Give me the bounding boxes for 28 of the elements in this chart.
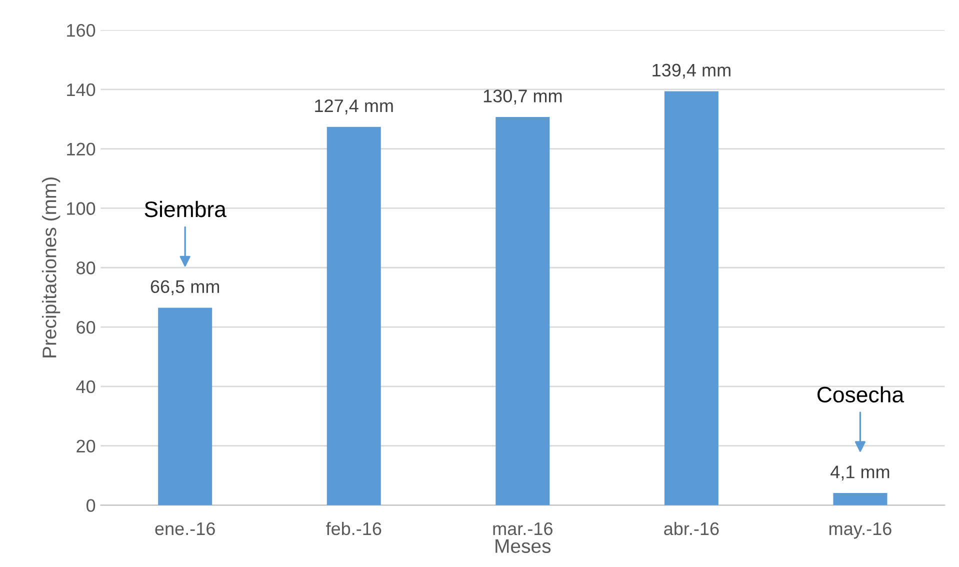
y-tick-label: 60 bbox=[76, 320, 96, 334]
bar bbox=[664, 91, 718, 506]
y-tick-label: 40 bbox=[76, 380, 96, 394]
data-label: 127,4 mm bbox=[315, 99, 393, 114]
x-tick-label: feb.-16 bbox=[326, 522, 382, 536]
annotation: Siembra bbox=[144, 200, 226, 218]
y-tick-label: 0 bbox=[86, 499, 96, 512]
data-label: 130,7 mm bbox=[484, 90, 562, 105]
data-label: 139,4 mm bbox=[652, 64, 730, 79]
bar bbox=[158, 308, 212, 506]
bar bbox=[833, 493, 888, 506]
x-tick-label: may.-16 bbox=[829, 522, 892, 539]
bar bbox=[496, 117, 550, 506]
bar bbox=[326, 126, 381, 506]
y-tick-label: 140 bbox=[67, 83, 96, 96]
y-tick-label: 80 bbox=[76, 262, 96, 274]
y-axis-title: Precipitaciones (mm) bbox=[42, 178, 60, 358]
data-label: 4,1 mm bbox=[830, 466, 890, 480]
y-tick-label: 160 bbox=[67, 24, 96, 37]
x-tick-label: mar.-16 bbox=[493, 522, 552, 536]
x-tick-label: abr.-16 bbox=[664, 522, 719, 536]
y-tick-label: 120 bbox=[67, 142, 96, 156]
data-label: 66,5 mm bbox=[150, 280, 220, 296]
y-tick-label: 20 bbox=[76, 440, 96, 453]
x-tick-label: ene.-16 bbox=[155, 522, 215, 536]
x-axis-title: Meses bbox=[496, 539, 551, 553]
annotation: Cosecha bbox=[818, 386, 904, 403]
y-tick-label: 100 bbox=[67, 202, 96, 215]
